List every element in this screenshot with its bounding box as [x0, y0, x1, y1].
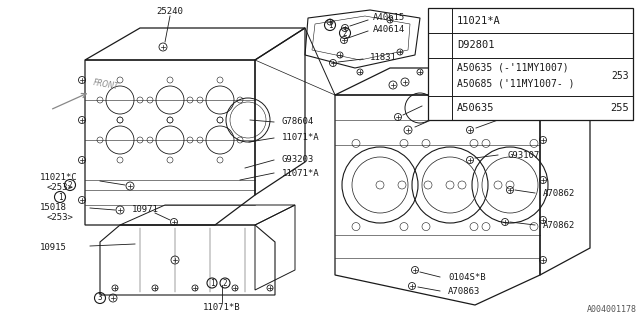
Bar — [428, 8, 633, 120]
Text: 3: 3 — [438, 71, 442, 81]
Text: A70862: A70862 — [543, 220, 575, 229]
Text: D92801: D92801 — [457, 41, 495, 51]
Text: G93107: G93107 — [508, 150, 540, 159]
Text: 11021*A: 11021*A — [457, 15, 500, 26]
Text: 2: 2 — [68, 180, 72, 189]
Text: G78604: G78604 — [282, 117, 314, 126]
Text: 1: 1 — [438, 16, 442, 25]
Text: 3: 3 — [98, 293, 102, 302]
Text: 11093: 11093 — [448, 109, 475, 118]
Text: G93203: G93203 — [282, 156, 314, 164]
Text: 10915: 10915 — [40, 244, 67, 252]
Text: 11831: 11831 — [370, 53, 397, 62]
Text: 1: 1 — [210, 278, 214, 287]
Text: B50604: B50604 — [508, 114, 540, 123]
Text: 11071*A: 11071*A — [282, 133, 319, 142]
Text: A40615: A40615 — [373, 13, 405, 22]
Text: <253>: <253> — [47, 213, 74, 222]
Text: 2: 2 — [223, 278, 227, 287]
Text: 253: 253 — [611, 71, 629, 81]
Text: A50635 (-'11MY1007): A50635 (-'11MY1007) — [457, 63, 568, 73]
Text: A40614: A40614 — [373, 26, 405, 35]
Text: FRONT: FRONT — [92, 78, 119, 92]
Text: 2: 2 — [438, 41, 442, 50]
Text: 10971: 10971 — [132, 204, 159, 213]
Text: 15018: 15018 — [40, 204, 67, 212]
Text: A004001178: A004001178 — [587, 305, 637, 314]
Text: A70862: A70862 — [543, 188, 575, 197]
Text: A50635: A50635 — [457, 103, 495, 113]
Text: 11071*B: 11071*B — [203, 302, 241, 311]
Text: 25240: 25240 — [157, 6, 184, 15]
Text: A50685 ('11MY1007- ): A50685 ('11MY1007- ) — [457, 79, 575, 89]
Text: 1: 1 — [58, 193, 62, 202]
Text: 255: 255 — [611, 103, 629, 113]
Text: 11021*C: 11021*C — [40, 173, 77, 182]
Text: 11071*A: 11071*A — [282, 169, 319, 178]
Text: A70862: A70862 — [432, 98, 464, 107]
Text: 2: 2 — [342, 28, 348, 37]
Text: A70863: A70863 — [448, 287, 480, 297]
Text: 1: 1 — [328, 20, 332, 29]
Text: 0104S*B: 0104S*B — [448, 274, 486, 283]
Text: <253>: <253> — [47, 183, 74, 193]
